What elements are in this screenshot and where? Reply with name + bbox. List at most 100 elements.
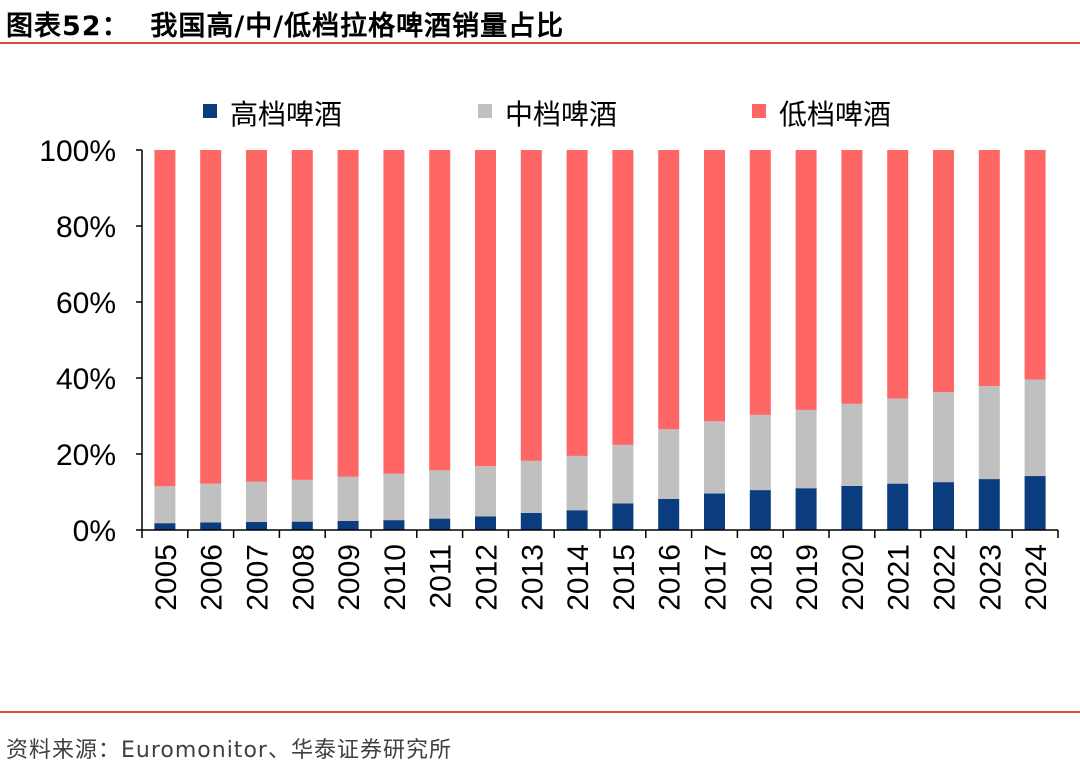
- legend-label-2: 中档啤酒: [505, 98, 617, 131]
- source-note: 资料来源：Euromonitor、华泰证券研究所: [6, 738, 452, 763]
- bar-2024-series-3: [1024, 150, 1046, 380]
- x-tick-label: 2023: [974, 544, 1007, 611]
- x-tick-label: 2020: [837, 544, 870, 611]
- bar-2018-series-3: [749, 150, 771, 415]
- x-tick-label: 2015: [608, 544, 641, 611]
- bar-2006-series-1: [200, 522, 222, 530]
- x-tick-label: 2009: [333, 544, 366, 611]
- bar-2016-series-1: [658, 498, 680, 530]
- bar-2007-series-3: [246, 150, 267, 482]
- bar-2023-series-1: [978, 479, 1000, 530]
- stacked-bar-chart: 高档啤酒 中档啤酒 低档啤酒 0% 20% 40% 60% 80% 100% 2005 2006…: [39, 98, 1059, 611]
- legend-label-3: 低档啤酒: [779, 98, 891, 131]
- bar-2013-series-2: [520, 460, 542, 513]
- bar-2015-series-3: [612, 150, 634, 445]
- bar-2013-series-1: [520, 512, 542, 530]
- x-tick-label: 2005: [150, 544, 183, 611]
- bar-2011-series-3: [429, 150, 451, 471]
- bar-2019-series-3: [795, 150, 817, 410]
- y-tick-label: 100%: [39, 135, 116, 168]
- bar-2014-series-1: [566, 510, 588, 530]
- x-axis: 2005 2006 2007 2008 2009 2010 2011 2012 2013 2014…: [141, 529, 1059, 611]
- bar-2010-series-3: [383, 150, 405, 474]
- bar-2022-series-2: [933, 392, 954, 483]
- legend-label-1: 高档啤酒: [230, 98, 342, 131]
- bar-2024-series-1: [1024, 476, 1046, 530]
- legend-swatch-2: [478, 104, 492, 118]
- bar-2010-series-1: [383, 520, 405, 530]
- bar-2005-series-1: [154, 523, 176, 530]
- bar-2012-series-2: [475, 466, 496, 517]
- bar-2013-series-3: [520, 150, 542, 461]
- bar-2019-series-2: [795, 409, 817, 489]
- bar-2010-series-2: [383, 473, 405, 521]
- x-tick-label: 2022: [929, 544, 962, 611]
- bar-2019-series-1: [795, 488, 817, 530]
- x-tick-label: 2018: [745, 544, 778, 611]
- bar-2008-series-1: [291, 521, 313, 530]
- x-tick-label: 2011: [425, 544, 458, 609]
- x-tick-label: 2013: [516, 544, 549, 611]
- bar-2015-series-1: [612, 503, 634, 530]
- chart-title: 图表52： 我国高/中/低档拉格啤酒销量占比: [6, 11, 565, 42]
- bar-2011-series-2: [429, 470, 451, 519]
- legend-swatch-1: [203, 104, 217, 118]
- legend-swatch-3: [752, 104, 766, 118]
- bar-2009-series-2: [337, 476, 359, 521]
- bar-2023-series-2: [978, 385, 1000, 480]
- y-tick-label: 0%: [73, 515, 116, 548]
- bar-2007-series-2: [246, 481, 267, 523]
- x-tick-label: 2010: [379, 544, 412, 611]
- bar-2008-series-2: [291, 479, 313, 522]
- bar-2016-series-2: [658, 429, 680, 499]
- bar-2005-series-2: [154, 486, 176, 524]
- bar-2009-series-3: [337, 150, 359, 477]
- bar-2021-series-2: [887, 398, 909, 484]
- bar-2017-series-1: [704, 493, 725, 530]
- bar-2020-series-2: [841, 403, 863, 486]
- bar-2015-series-2: [612, 444, 634, 504]
- bar-2006-series-3: [200, 150, 222, 484]
- bar-2021-series-3: [887, 150, 909, 399]
- bar-2022-series-3: [933, 150, 954, 393]
- legend: 高档啤酒 中档啤酒 低档啤酒: [203, 98, 891, 131]
- x-tick-label: 2017: [700, 544, 733, 611]
- x-tick-label: 2006: [196, 544, 229, 611]
- x-tick-label: 2014: [562, 544, 595, 611]
- y-tick-label: 60%: [56, 287, 116, 320]
- bar-2018-series-2: [749, 414, 771, 491]
- x-tick-label: 2016: [654, 544, 687, 611]
- x-tick-label: 2007: [242, 544, 275, 611]
- bottom-divider: [0, 711, 1080, 713]
- bar-2008-series-3: [291, 150, 313, 480]
- bar-2006-series-2: [200, 483, 222, 523]
- x-tick-label: 2021: [883, 544, 916, 611]
- bar-2024-series-2: [1024, 379, 1046, 477]
- bar-2021-series-1: [887, 483, 909, 530]
- bar-2017-series-3: [704, 150, 725, 422]
- bar-2014-series-3: [566, 150, 588, 456]
- bar-2020-series-1: [841, 485, 863, 530]
- x-tick-label: 2024: [1020, 544, 1053, 611]
- top-divider: [0, 42, 1080, 44]
- bar-2023-series-3: [978, 150, 1000, 386]
- bar-2009-series-1: [337, 520, 359, 530]
- bar-2012-series-1: [475, 516, 496, 530]
- x-tick-label: 2019: [791, 544, 824, 611]
- bar-2007-series-1: [246, 522, 267, 530]
- bars: [154, 150, 1046, 530]
- bar-2016-series-3: [658, 150, 680, 430]
- bar-2005-series-3: [154, 150, 176, 487]
- y-tick-label: 20%: [56, 439, 116, 472]
- bar-2017-series-2: [704, 421, 725, 494]
- y-axis: 0% 20% 40% 60% 80% 100%: [39, 135, 143, 548]
- bar-2020-series-3: [841, 150, 863, 404]
- bar-2014-series-2: [566, 455, 588, 511]
- y-tick-label: 80%: [56, 211, 116, 244]
- bar-2011-series-1: [429, 518, 451, 530]
- y-tick-label: 40%: [56, 363, 116, 396]
- bar-2018-series-1: [749, 490, 771, 530]
- x-tick-label: 2008: [287, 544, 320, 611]
- x-tick-label: 2012: [471, 544, 504, 611]
- bar-2012-series-3: [475, 150, 496, 467]
